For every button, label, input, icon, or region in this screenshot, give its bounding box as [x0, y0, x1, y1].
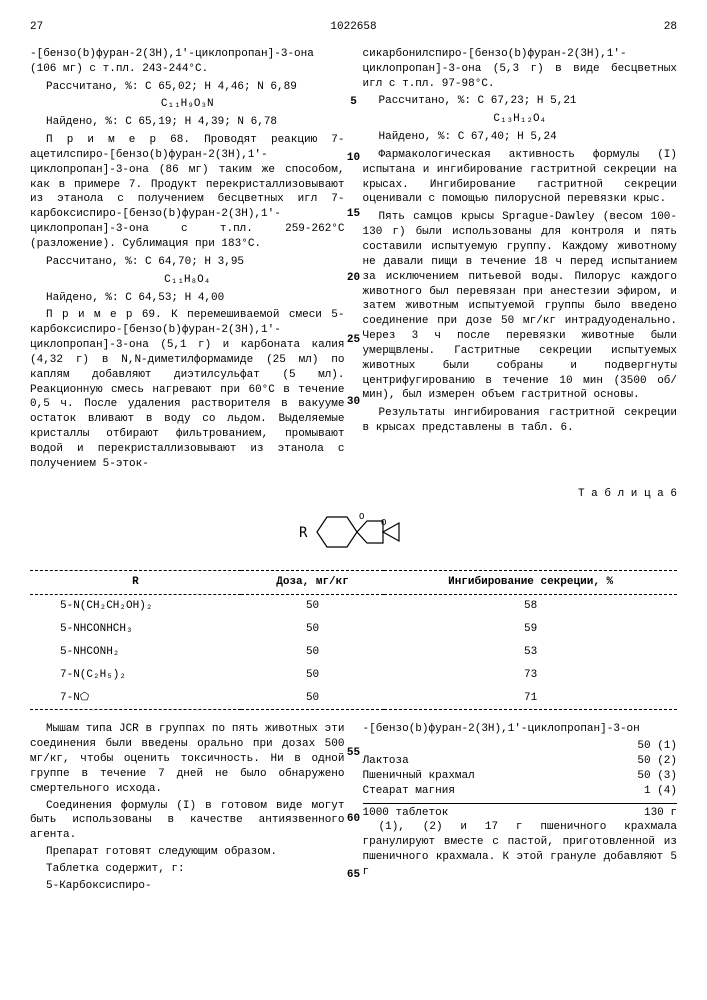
- line-number: 25: [347, 333, 360, 348]
- para: Найдено, %: С 64,53; Н 4,00: [30, 291, 345, 306]
- svg-text:R: R: [299, 525, 308, 541]
- ingredient-row: Лактоза50 (2): [363, 754, 678, 769]
- right-column: сикарбонилспиро-[бензо(b)фуран-2(3Н),1'-…: [363, 47, 678, 475]
- patent-number: 1022658: [330, 20, 376, 35]
- chemical-structure: R O O: [30, 507, 677, 564]
- bottom-right-column: -[бензо(b)фуран-2(3Н),1'-циклопропан]-3-…: [363, 722, 678, 895]
- col-header: R: [30, 571, 241, 595]
- para: 5-Карбоксиспиро-: [30, 879, 345, 894]
- line-number: 20: [347, 271, 360, 286]
- formula: C₁₁H₉O₃N: [30, 97, 345, 112]
- line-number: 60: [347, 812, 360, 827]
- table-cell: 50: [241, 595, 384, 618]
- line-number: 5: [350, 95, 357, 110]
- line-number: 10: [347, 151, 360, 166]
- line-number: 15: [347, 207, 360, 222]
- bottom-left-column: Мышам типа JCR в группах по пять животны…: [30, 722, 345, 895]
- table-cell: 50: [241, 687, 384, 710]
- table-cell: 71: [384, 687, 677, 710]
- para: Рассчитано, %: С 64,70; Н 3,95: [30, 255, 345, 270]
- col-header: Доза, мг/кг: [241, 571, 384, 595]
- para: Фармакологическая активность формулы (I)…: [363, 148, 678, 207]
- table-title: Т а б л и ц а 6: [30, 487, 677, 502]
- para: Рассчитано, %: С 67,23; Н 5,21: [363, 94, 678, 109]
- table-row: 7-N(C₂H₅)₂5073: [30, 664, 677, 687]
- para: сикарбонилспиро-[бензо(b)фуран-2(3Н),1'-…: [363, 47, 678, 92]
- para: -[бензо(b)фуран-2(3Н),1'-циклопропан]-3-…: [30, 47, 345, 77]
- table-cell: 50: [241, 664, 384, 687]
- para: Препарат готовят следующим образом.: [30, 845, 345, 860]
- para: Найдено, %: С 67,40; Н 5,24: [363, 130, 678, 145]
- table-cell: 50: [241, 641, 384, 664]
- formula: C₁₁H₈O₄: [30, 273, 345, 288]
- formula: C₁₃H₁₂O₄: [363, 112, 678, 127]
- table-cell: 58: [384, 595, 677, 618]
- table-row: 5-NHCONH₂5053: [30, 641, 677, 664]
- para: Соединения формулы (I) в готовом виде мо…: [30, 799, 345, 844]
- table-row: 5-N(CH₂CH₂OH)₂5058: [30, 595, 677, 618]
- main-text-block: 5 10 15 20 25 30 -[бензо(b)фуран-2(3Н),1…: [30, 47, 677, 475]
- para: Таблетка содержит, г:: [30, 862, 345, 877]
- data-table: R Доза, мг/кг Ингибирование секреции, % …: [30, 570, 677, 710]
- table-cell: 5-NHCONH₂: [30, 641, 241, 664]
- table-row: 5-NHCONHCH₃5059: [30, 618, 677, 641]
- line-number: 30: [347, 395, 360, 410]
- svg-text:O: O: [381, 518, 386, 528]
- para: П р и м е р 68. Проводят реакцию 7-ацети…: [30, 133, 345, 252]
- para: -[бензо(b)фуран-2(3Н),1'-циклопропан]-3-…: [363, 722, 678, 737]
- table-cell: 7-N(C₂H₅)₂: [30, 664, 241, 687]
- col-header: Ингибирование секреции, %: [384, 571, 677, 595]
- table-row: 7-N⬠5071: [30, 687, 677, 710]
- table-cell: 5-NHCONHCH₃: [30, 618, 241, 641]
- para: П р и м е р 69. К перемешиваемой смеси 5…: [30, 308, 345, 471]
- para: Найдено, %: С 65,19; Н 4,39; N 6,78: [30, 115, 345, 130]
- ingredient-row: 50 (1): [363, 739, 678, 754]
- page-header: 27 1022658 28: [30, 20, 677, 35]
- total-row: 1000 таблеток 130 г: [363, 806, 678, 821]
- left-column: -[бензо(b)фуран-2(3Н),1'-циклопропан]-3-…: [30, 47, 345, 475]
- ingredient-row: Стеарат магния1 (4): [363, 784, 678, 799]
- table-cell: 50: [241, 618, 384, 641]
- svg-text:O: O: [359, 512, 364, 522]
- page-num-left: 27: [30, 20, 43, 35]
- page-num-right: 28: [664, 20, 677, 35]
- table-6: Т а б л и ц а 6 R O O R Доза, мг/кг Инги…: [30, 487, 677, 711]
- table-cell: 5-N(CH₂CH₂OH)₂: [30, 595, 241, 618]
- ingredient-list: 50 (1)Лактоза50 (2)Пшеничный крахмал50 (…: [363, 739, 678, 798]
- bottom-text-block: 55 60 65 Мышам типа JCR в группах по пят…: [30, 722, 677, 895]
- table-cell: 53: [384, 641, 677, 664]
- table-cell: 59: [384, 618, 677, 641]
- para: Пять самцов крысы Sprague-Dawley (весом …: [363, 210, 678, 403]
- table-cell: 7-N⬠: [30, 687, 241, 710]
- para: Мышам типа JCR в группах по пять животны…: [30, 722, 345, 796]
- line-number: 55: [347, 746, 360, 761]
- line-number: 65: [347, 868, 360, 883]
- para: (1), (2) и 17 г пшеничного крахмала гран…: [363, 820, 678, 879]
- table-cell: 73: [384, 664, 677, 687]
- para: Результаты ингибирования гастритной секр…: [363, 406, 678, 436]
- ingredient-row: Пшеничный крахмал50 (3): [363, 769, 678, 784]
- para: Рассчитано, %: С 65,02; Н 4,46; N 6,89: [30, 80, 345, 95]
